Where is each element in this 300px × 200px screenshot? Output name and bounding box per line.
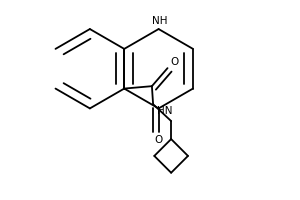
Text: O: O xyxy=(170,57,178,67)
Text: NH: NH xyxy=(152,16,168,26)
Text: HN: HN xyxy=(157,106,172,116)
Text: O: O xyxy=(154,135,163,145)
